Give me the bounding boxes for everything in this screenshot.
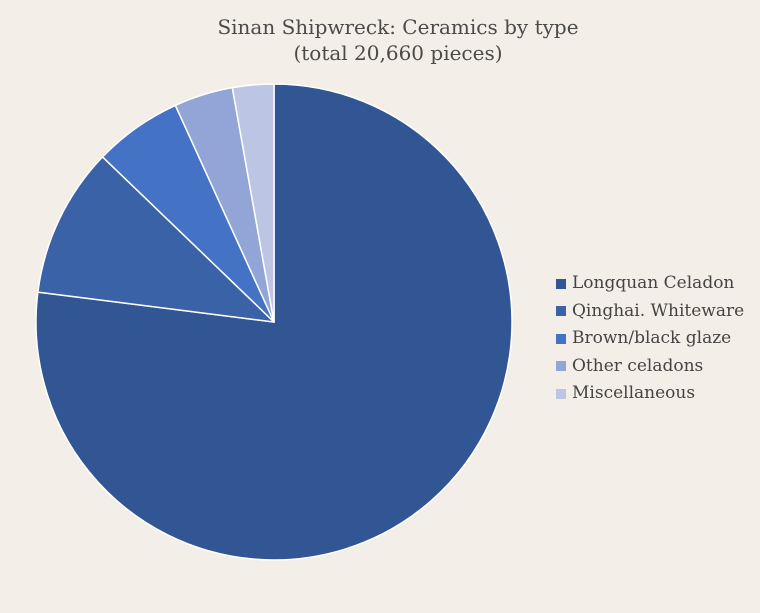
legend-item: Miscellaneous — [556, 380, 744, 408]
legend-label-longquan-celadon: Longquan Celadon — [572, 273, 735, 293]
legend-swatch-longquan-celadon — [556, 278, 566, 289]
legend-label-qinghai-whiteware: Qinghai. Whiteware — [572, 300, 745, 321]
legend-swatch-other-celadons — [556, 361, 566, 372]
legend-swatch-brown-black-glaze — [556, 333, 566, 344]
chart-legend: Longquan Celadon Qinghai. Whiteware Brow… — [556, 270, 744, 408]
legend-item: Other celadons — [556, 353, 744, 381]
chart-title-block: Sinan Shipwreck: Ceramics by type (total… — [0, 14, 760, 66]
legend-label-other-celadons: Other celadons — [572, 355, 704, 376]
legend-label-miscellaneous: Miscellaneous — [572, 383, 696, 403]
legend-item: Brown/black glaze — [556, 325, 744, 353]
chart-subtitle: (total 20,660 pieces) — [293, 41, 503, 65]
pie-slice-miscellaneous — [231, 83, 275, 323]
legend-item: Qinghai. Whiteware — [556, 298, 744, 326]
pie-slice-qinghai-whiteware — [37, 156, 275, 323]
legend-swatch-qinghai-whiteware — [556, 306, 566, 317]
legend-swatch-miscellaneous — [556, 388, 566, 399]
legend-label-brown-black-glaze: Brown/black glaze — [572, 328, 732, 348]
chart-title: Sinan Shipwreck: Ceramics by type — [217, 15, 579, 39]
legend-item: Longquan Celadon — [556, 270, 744, 298]
